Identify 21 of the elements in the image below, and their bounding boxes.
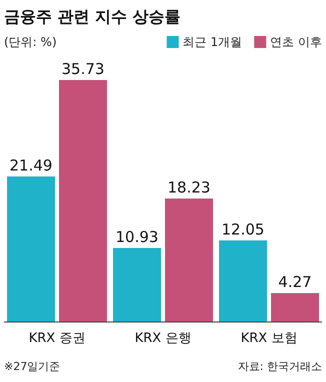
- bar: [165, 198, 213, 322]
- text: 자료: 한국거래소: [238, 360, 322, 373]
- legend-label: 연초 이후: [270, 35, 322, 49]
- data-label: 10.93: [116, 228, 158, 246]
- data-label: 12.05: [222, 220, 264, 238]
- chart-subtitle: (단위: %): [4, 35, 57, 49]
- data-label: 35.73: [62, 60, 104, 78]
- data-label: 21.49: [10, 156, 52, 174]
- x-tick-label: KRX 증권: [28, 331, 86, 346]
- bar: [271, 293, 319, 322]
- data-label: 4.27: [278, 273, 312, 292]
- x-tick-label: KRX 보험: [240, 331, 298, 346]
- bar: [59, 80, 107, 322]
- bar: [7, 176, 55, 322]
- legend-label: 최근 1개월: [182, 35, 242, 49]
- data-label: 18.23: [168, 178, 210, 197]
- bar: [113, 248, 161, 322]
- bar: [219, 240, 267, 322]
- chart-title: 금융주 관련 지수 상승률: [4, 7, 181, 26]
- x-tick-label: KRX 은행: [134, 331, 192, 346]
- text: ※27일기준: [4, 360, 60, 373]
